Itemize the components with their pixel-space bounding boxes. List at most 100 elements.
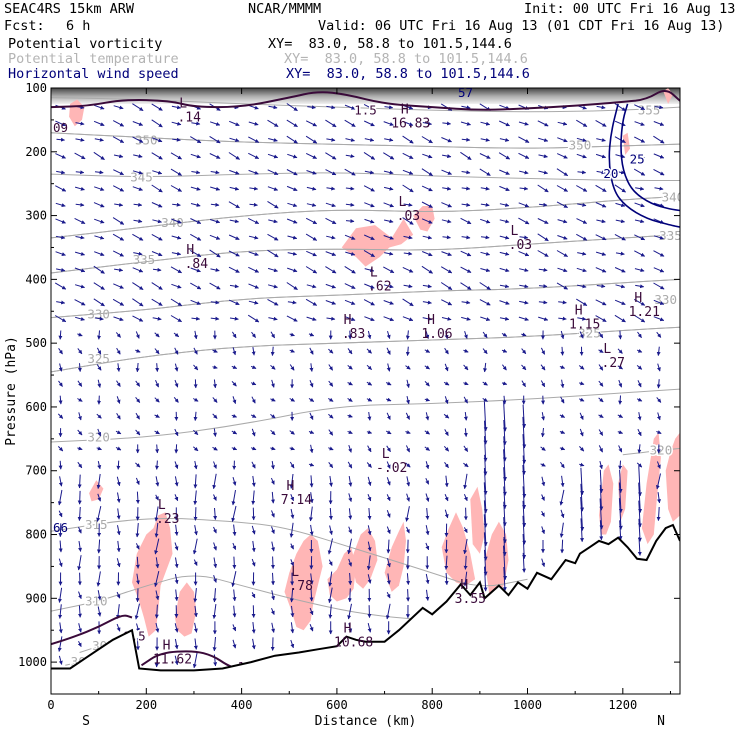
wind-vector <box>463 445 469 452</box>
pv-fill-region <box>622 132 630 155</box>
wind-vector <box>540 347 546 355</box>
wind-vector <box>614 314 626 323</box>
edge-contour-label: 09 <box>53 120 68 135</box>
wind-vector <box>290 559 294 567</box>
theta-contour-label: 335 <box>659 228 682 243</box>
wind-vector <box>383 316 394 322</box>
wind-vector <box>132 103 144 112</box>
wind-vector <box>190 186 201 191</box>
wind-vector <box>268 138 278 142</box>
wind-vector <box>421 185 433 192</box>
extremum-kind: H <box>401 103 409 118</box>
wind-vector <box>286 315 298 322</box>
wind-vector <box>210 268 220 272</box>
wind-vector <box>170 185 182 192</box>
theta-contour-label: 335 <box>133 252 156 267</box>
wind-vector <box>286 119 298 128</box>
wind-vector <box>479 153 491 159</box>
wind-vector <box>425 525 430 536</box>
wind-vector <box>502 467 507 496</box>
wind-vector <box>598 414 604 418</box>
wind-vector <box>209 121 221 126</box>
wind-vector <box>57 636 63 652</box>
wind-vector <box>347 461 353 469</box>
wind-vector <box>309 475 314 488</box>
wind-vector <box>132 170 143 175</box>
wind-vector <box>403 284 413 289</box>
wind-vector <box>598 380 604 387</box>
field-xy-theta: XY= 83.0, 58.8 to 101.5,144.6 <box>284 51 528 67</box>
wind-vector <box>460 151 472 161</box>
wind-vector <box>386 539 391 554</box>
wind-vector <box>463 364 469 371</box>
wind-vector <box>344 119 356 128</box>
fcst-label: Fcst: <box>4 18 45 34</box>
wind-vector <box>251 475 256 487</box>
wind-vector <box>212 636 217 652</box>
wind-vector <box>231 505 237 522</box>
wind-vector <box>364 268 375 273</box>
wind-vector <box>483 500 488 528</box>
wind-vector <box>363 249 375 258</box>
wind-vector <box>173 332 180 338</box>
wind-vector <box>405 506 410 522</box>
wind-vector <box>192 538 198 555</box>
wind-vector <box>522 486 527 510</box>
wind-vector <box>267 169 279 176</box>
wind-vector <box>519 186 529 191</box>
wind-vector <box>116 396 121 404</box>
wind-vector <box>444 475 449 488</box>
pv-fill-region <box>413 206 435 232</box>
wind-vector <box>93 282 105 290</box>
wind-vector <box>442 186 452 191</box>
wind-vector <box>576 137 587 142</box>
wind-vector <box>502 436 507 462</box>
wind-vector <box>287 153 298 159</box>
wind-vector <box>422 251 433 257</box>
y-tick-label: 900 <box>25 591 47 605</box>
wind-vector <box>152 170 163 175</box>
wind-vector <box>328 380 334 387</box>
wind-vector <box>367 412 372 421</box>
wind-vector <box>402 217 414 225</box>
wind-vector <box>155 444 160 454</box>
wind-vector <box>271 622 276 633</box>
wind-vector <box>229 316 239 321</box>
wind-vector <box>171 105 182 110</box>
wind-vector <box>656 379 661 389</box>
wind-vector <box>444 429 449 436</box>
wind-vector <box>518 202 530 208</box>
wind-vector <box>232 476 237 486</box>
wind-vector <box>425 508 430 520</box>
wind-vector <box>328 559 333 566</box>
wind-vector <box>135 623 140 633</box>
wind-vector <box>77 380 83 387</box>
wind-vector <box>93 202 105 208</box>
wind-vector <box>463 494 468 502</box>
theta-contour <box>622 447 680 456</box>
wind-vector <box>212 588 217 603</box>
extremum-kind: H <box>186 243 194 258</box>
wind-vector <box>653 153 665 159</box>
wind-vector <box>480 251 491 256</box>
wind-vector <box>58 523 63 538</box>
wind-vector <box>406 589 411 602</box>
wind-vector <box>656 331 662 338</box>
wind-vector <box>519 170 529 175</box>
wind-vector <box>578 397 585 402</box>
wind-vector <box>154 522 159 538</box>
wind-vector <box>441 316 452 321</box>
wind-vector <box>499 219 510 224</box>
wind-vector <box>135 429 141 436</box>
wind-vector <box>479 299 491 306</box>
wind-vector <box>155 622 160 633</box>
wind-vector <box>171 283 182 289</box>
wind-vector <box>541 494 545 501</box>
wind-vector <box>442 235 451 240</box>
wind-vector <box>425 477 430 485</box>
wind-vector <box>228 234 240 240</box>
wind-vector <box>521 348 527 355</box>
pv-contour-label: 1.5 <box>354 102 377 117</box>
wind-vector <box>538 300 548 305</box>
wind-vector <box>96 413 102 419</box>
